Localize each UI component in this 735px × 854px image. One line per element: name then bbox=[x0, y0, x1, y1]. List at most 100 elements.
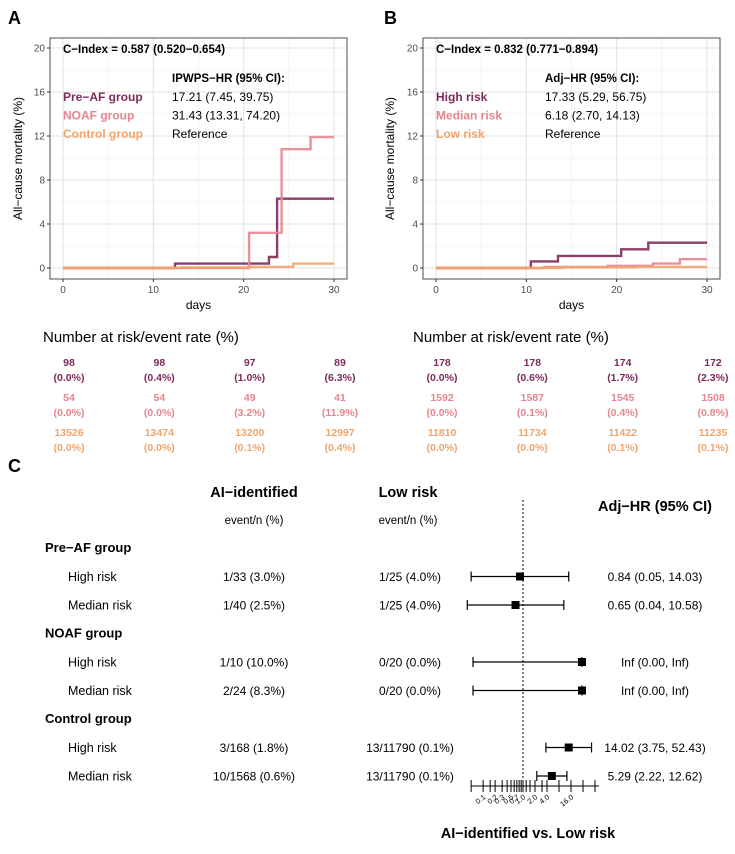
y-tick-label: 16 bbox=[34, 88, 46, 99]
c-index-label: C−Index = 0.587 (0.520−0.654) bbox=[63, 44, 225, 56]
risk-table-rate: (0.1%) bbox=[234, 442, 265, 454]
x-tick-label: 0 bbox=[60, 285, 66, 296]
risk-table-rate: (0.4%) bbox=[325, 442, 356, 454]
risk-table-rate: (0.1%) bbox=[698, 442, 729, 454]
y-tick-label: 4 bbox=[39, 220, 45, 231]
forest-group-label: NOAF group bbox=[45, 626, 122, 641]
risk-table-rate: (0.0%) bbox=[427, 407, 458, 419]
risk-table-n: 13200 bbox=[235, 427, 264, 439]
forest-hr-text: 0.65 (0.04, 10.58) bbox=[608, 599, 703, 613]
risk-table-rate: (0.1%) bbox=[517, 407, 548, 419]
col-header-ai: AI−identified bbox=[210, 485, 297, 501]
y-tick-label: 0 bbox=[39, 264, 45, 275]
forest-ai-value: 3/168 (1.8%) bbox=[220, 741, 289, 755]
hr-point bbox=[547, 772, 556, 780]
panel-label-C: C bbox=[8, 456, 21, 476]
risk-table-rate: (11.9%) bbox=[322, 407, 358, 419]
y-tick-label: 20 bbox=[407, 44, 419, 55]
y-tick-label: 8 bbox=[39, 176, 45, 187]
y-axis-label: All−cause mortality (%) bbox=[383, 97, 397, 220]
risk-table-rate: (0.4%) bbox=[607, 407, 638, 419]
risk-table-rate: (1.0%) bbox=[234, 372, 265, 384]
hr-point bbox=[515, 572, 524, 581]
risk-table-rate: (0.8%) bbox=[698, 407, 729, 419]
y-tick-label: 12 bbox=[407, 132, 419, 143]
col-header-low: Low risk bbox=[379, 485, 439, 501]
risk-table-rate: (0.0%) bbox=[144, 407, 175, 419]
risk-table-n: 12997 bbox=[325, 427, 354, 439]
plot-border bbox=[49, 37, 348, 280]
legend-hr-value: 6.18 (2.70, 14.13) bbox=[545, 109, 640, 123]
risk-table-n: 13474 bbox=[145, 427, 174, 439]
x-tick-label: 30 bbox=[701, 285, 713, 296]
x-tick-label: 10 bbox=[521, 285, 533, 296]
y-tick-label: 20 bbox=[34, 44, 46, 55]
forest-ai-value: 1/40 (2.5%) bbox=[223, 599, 285, 613]
risk-table-n: 98 bbox=[153, 357, 165, 369]
forest-row-label: High risk bbox=[68, 741, 117, 755]
forest-low-value: 1/25 (4.0%) bbox=[379, 599, 441, 613]
x-axis-label: days bbox=[186, 298, 211, 312]
forest-group-label: Pre−AF group bbox=[45, 540, 131, 555]
x-tick-label: 10 bbox=[148, 285, 160, 296]
legend-hr-value: Reference bbox=[172, 127, 228, 141]
risk-table-n: 1587 bbox=[521, 392, 545, 404]
forest-low-value: 0/20 (0.0%) bbox=[379, 684, 441, 698]
forest-low-value: 13/11790 (0.1%) bbox=[366, 770, 454, 784]
risk-table-n: 97 bbox=[244, 357, 256, 369]
risk-table-n: 11235 bbox=[699, 427, 728, 439]
risk-table-rate: (0.0%) bbox=[427, 372, 458, 384]
legend-hr-value: 31.43 (13.31, 74.20) bbox=[172, 109, 280, 123]
risk-table-rate: (0.1%) bbox=[607, 442, 638, 454]
risk-table-n: 1592 bbox=[430, 392, 454, 404]
y-tick-label: 4 bbox=[412, 220, 418, 231]
series-line-2 bbox=[63, 135, 334, 270]
x-axis-label: days bbox=[559, 298, 584, 312]
legend-group-label: Pre−AF group bbox=[63, 90, 143, 104]
forest-hr-text: Inf (0.00, Inf) bbox=[621, 656, 689, 670]
risk-table-n: 89 bbox=[334, 357, 346, 369]
hr-header: IPWPS−HR (95% CI): bbox=[172, 73, 285, 85]
forest-hr-text: 5.29 (2.22, 12.62) bbox=[608, 770, 703, 784]
forest-row-label: High risk bbox=[68, 656, 117, 670]
risk-table-rate: (0.0%) bbox=[517, 442, 548, 454]
risk-table-title: Number at risk/event rate (%) bbox=[413, 329, 609, 346]
forest-row-label: Median risk bbox=[68, 684, 133, 698]
col-header-low-sub: event/n (%) bbox=[379, 515, 438, 527]
y-tick-label: 8 bbox=[412, 176, 418, 187]
forest-ai-value: 10/1568 (0.6%) bbox=[213, 770, 295, 784]
x-tick-label: 20 bbox=[238, 285, 250, 296]
risk-table-n: 178 bbox=[433, 357, 451, 369]
forest-x-tick-label: 16.0 bbox=[558, 792, 575, 808]
forest-hr-text: 0.84 (0.05, 14.03) bbox=[608, 570, 703, 584]
risk-table-n: 11422 bbox=[608, 427, 637, 439]
risk-table-rate: (0.0%) bbox=[144, 442, 175, 454]
risk-table-rate: (0.0%) bbox=[427, 442, 458, 454]
forest-low-value: 0/20 (0.0%) bbox=[379, 656, 441, 670]
risk-table-n: 11734 bbox=[518, 427, 547, 439]
forest-row-label: High risk bbox=[68, 570, 117, 584]
risk-table-n: 49 bbox=[244, 392, 256, 404]
forest-row-label: Median risk bbox=[68, 770, 133, 784]
risk-table-n: 41 bbox=[334, 392, 346, 404]
y-tick-label: 12 bbox=[34, 132, 46, 143]
c-index-label: C−Index = 0.832 (0.771−0.894) bbox=[436, 44, 598, 56]
risk-table-title: Number at risk/event rate (%) bbox=[43, 329, 239, 346]
x-tick-label: 30 bbox=[328, 285, 340, 296]
forest-ai-value: 2/24 (8.3%) bbox=[223, 684, 285, 698]
risk-table-n: 11810 bbox=[428, 427, 457, 439]
x-tick-label: 20 bbox=[611, 285, 623, 296]
risk-table-n: 1545 bbox=[611, 392, 635, 404]
col-header-hr: Adj−HR (95% CI) bbox=[598, 499, 712, 515]
forest-x-axis-label: AI−identified vs. Low risk bbox=[441, 826, 616, 842]
series-line-3 bbox=[63, 262, 334, 270]
panel-label-A: A bbox=[8, 8, 21, 28]
hr-header: Adj−HR (95% CI): bbox=[545, 73, 639, 85]
risk-table-rate: (2.3%) bbox=[698, 372, 729, 384]
hr-point bbox=[564, 743, 573, 752]
plot-border bbox=[422, 37, 721, 280]
forest-row-label: Median risk bbox=[68, 599, 133, 613]
forest-group-label: Control group bbox=[45, 711, 132, 726]
risk-table-n: 54 bbox=[63, 392, 75, 404]
forest-hr-text: 14.02 (3.75, 52.43) bbox=[604, 741, 705, 755]
